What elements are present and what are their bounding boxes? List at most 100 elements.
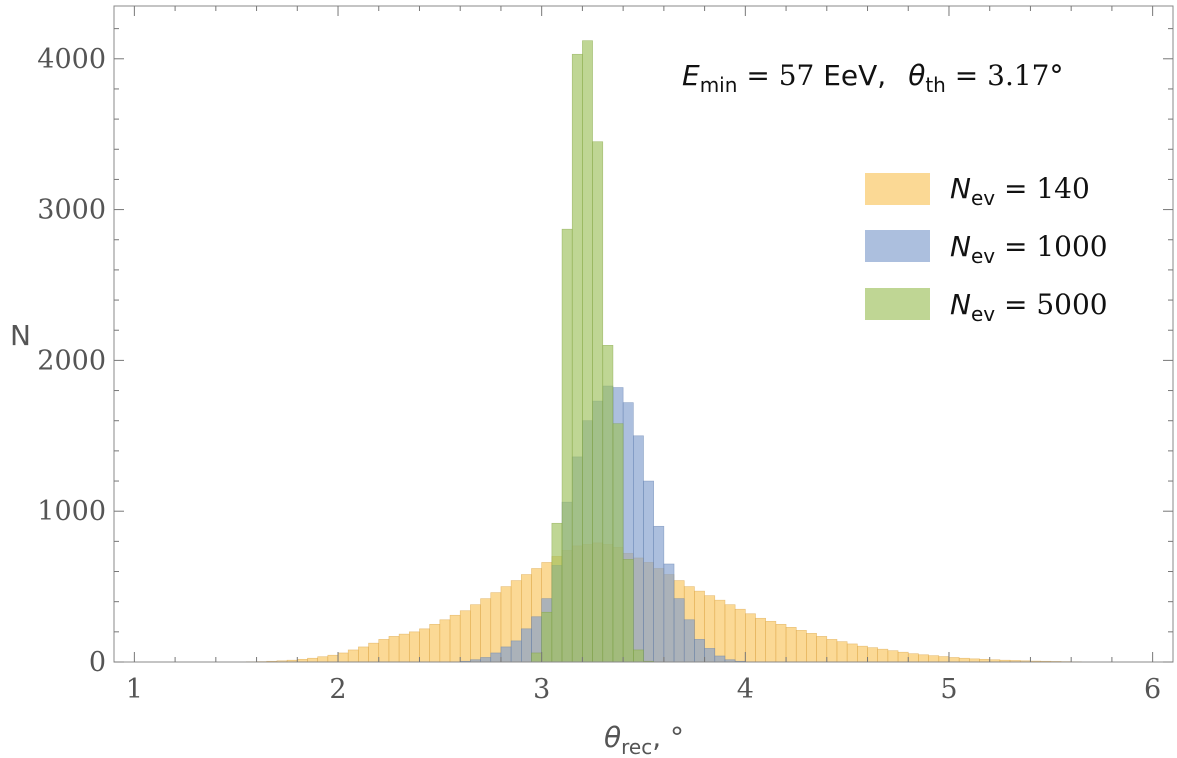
y-tick-label: 2000 [37,345,106,376]
x-tick-label: 1 [126,674,143,705]
histogram-bar [429,623,441,663]
histogram-bar [897,651,909,663]
histogram-bar [948,657,960,663]
histogram-bar [683,619,695,663]
x-tick-label: 2 [329,674,346,705]
histogram-bar [388,636,400,663]
histogram-bar [470,604,481,663]
histogram-bar [694,639,705,663]
legend: Nev = 140 Nev = 1000 Nev = 5000 [865,172,1108,326]
series-2 [531,40,654,663]
x-axis-label-suffix: , ° [652,721,684,754]
histogram-bar [633,649,644,663]
x-tick-label: 5 [940,674,957,705]
histogram-bar [928,655,940,663]
axis-ticks: 1 2 3 4 5 6 0 1000 2000 3000 4000 [37,6,1173,705]
histogram-bar [633,435,644,663]
histogram-bar [317,656,329,663]
histogram-bar [643,480,654,663]
histogram-bar [765,620,777,663]
histogram-bar [408,631,420,663]
x-tick-label: 3 [533,674,550,705]
histogram-bar [724,604,736,663]
x-axis-label-subscript: rec [621,735,652,758]
histogram-bar [877,648,889,663]
histogram-bar [500,646,512,663]
histogram-bar [867,647,879,663]
histogram-bar [592,141,604,663]
bars-layer [235,40,1092,663]
histogram-bar [378,639,390,663]
histogram-bar [622,559,634,663]
histogram-bar [327,654,339,663]
histogram-bar [561,228,573,663]
histogram-bar [480,598,492,663]
y-axis-label: N [10,319,31,352]
histogram-bar [510,640,522,663]
histogram-bar [653,525,665,663]
x-tick-label: 6 [1144,674,1161,705]
histogram-bar [775,623,787,663]
histogram-bar [806,633,817,663]
histogram-bar [826,639,838,663]
histogram-bar [785,627,797,663]
histogram-bar [459,610,471,663]
x-axis-label-symbol: θ [604,721,621,754]
histogram-bar [612,423,624,663]
histogram-bar [887,650,899,663]
histogram-bar [745,613,756,663]
histogram-bar [571,53,583,663]
histogram-bar [521,628,532,663]
histogram-bar [846,643,858,663]
y-tick-label: 0 [89,647,106,678]
histogram-bar [663,563,675,663]
histogram-bar [907,653,919,663]
histogram-bar [551,522,563,663]
histogram-bar [734,608,746,663]
histogram-bar [358,646,369,663]
histogram-bar [704,648,716,663]
histogram-bar [582,40,593,663]
histogram-bar [307,657,318,663]
histogram-bar [368,642,380,663]
legend-swatch [865,288,930,320]
histogram-bar [490,652,502,663]
histogram-bar [602,345,614,663]
legend-label: Nev = 5000 [950,288,1108,326]
histogram-bar [480,657,492,663]
histogram-bar [816,636,828,663]
histogram-bar [490,592,502,663]
histogram-bar [449,614,461,663]
histogram-bar [337,652,349,663]
legend-swatch [865,230,930,262]
y-tick-label: 1000 [37,496,106,527]
histogram-bar [439,619,451,663]
histogram-bar [673,598,685,663]
legend-item: Nev = 1000 [865,230,1108,268]
legend-item: Nev = 140 [865,172,1090,210]
legend-item: Nev = 5000 [865,288,1108,326]
legend-label: Nev = 140 [950,172,1090,210]
histogram-bar [419,628,430,663]
y-tick-label: 4000 [37,44,106,75]
plot-border [113,5,1174,663]
histogram-bar [541,611,553,663]
histogram-bar [836,641,848,663]
plot-frame [113,5,1174,663]
x-tick-label: 4 [737,674,754,705]
legend-label: Nev = 1000 [950,230,1108,268]
histogram-bar [795,630,807,663]
histogram-bar [958,657,970,663]
chart-annotation: Emin = 57 EeV, θth = 3.17° [682,59,1063,97]
histogram-bar [918,654,929,663]
y-tick-label: 3000 [37,195,106,226]
histogram-bar [398,633,410,663]
histogram-bar [938,656,950,663]
x-axis-label: θrec, ° [604,721,684,758]
histogram-bar [857,645,868,663]
histogram-bar [714,655,726,663]
histogram-bar [755,617,766,663]
histogram-bar [714,599,726,663]
histogram-bar [347,649,359,663]
